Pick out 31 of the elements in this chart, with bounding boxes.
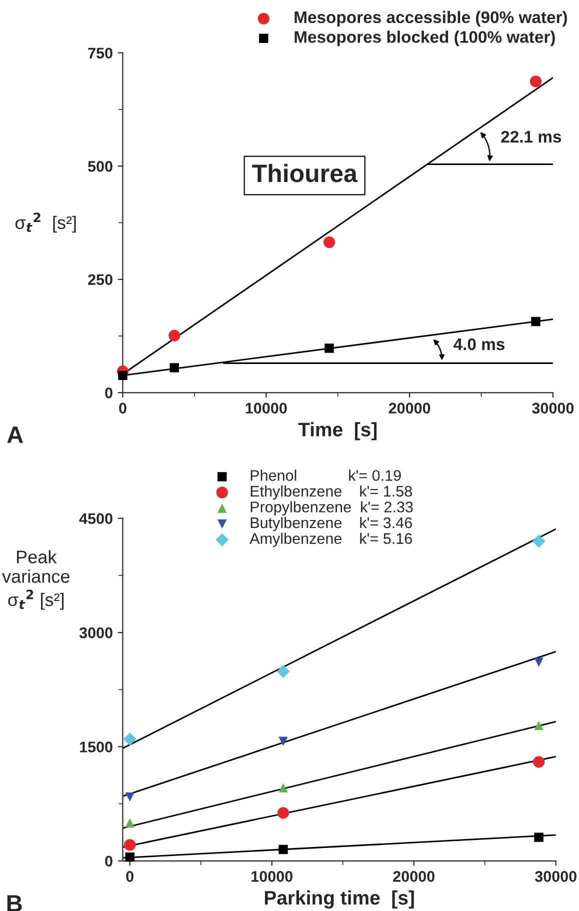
x-tick-label: 10000: [246, 402, 287, 414]
x-tick-label: 20000: [388, 402, 430, 414]
y-tick-label: 750: [88, 48, 112, 59]
legend-label: Butylbenzene k'= 3.46: [250, 516, 412, 532]
y-tick-label: 3000: [79, 627, 112, 638]
annotation: Thiourea: [252, 164, 358, 182]
x-axis-title: Time [s]: [298, 422, 377, 440]
legend-label: Amylbenzene k'= 5.16: [250, 532, 412, 547]
legend-label: Phenol k'= 0.19: [250, 470, 401, 481]
y-tick-label: 1500: [80, 742, 112, 752]
x-tick-label: 0: [119, 402, 126, 414]
legend-label: Mesopores accessible (90% water): [294, 10, 567, 26]
legend-label: Propylbenzene k'= 2.33: [250, 501, 413, 516]
y-tick-label: 250: [88, 274, 112, 286]
y-tick-label: 0: [105, 388, 112, 398]
x-tick-label: 10000: [252, 871, 292, 882]
x-axis-title: Parking time [s]: [264, 890, 414, 909]
x-tick-label: 30000: [532, 402, 574, 414]
y-axis-title: Peak variance σ$_{t}$$^{2}$ [s²]: [2, 550, 70, 610]
y-tick-label: 0: [105, 856, 112, 867]
y-tick-label: 500: [88, 160, 112, 172]
x-tick-label: 30000: [534, 871, 576, 882]
annotation: 4.0 ms: [454, 338, 504, 350]
y-axis-title: σ$_{t}$$^{2}$ [s²]: [15, 212, 76, 233]
x-tick-label: 20000: [393, 871, 434, 882]
legend-label: Mesopores blocked (100% water): [294, 30, 555, 46]
annotation: 22.1 ms: [501, 130, 562, 143]
y-tick-label: 4500: [79, 513, 112, 524]
x-tick-label: 0: [126, 871, 134, 882]
legend-label: Ethylbenzene k'= 1.58: [250, 485, 412, 500]
text: A: [7, 426, 24, 443]
